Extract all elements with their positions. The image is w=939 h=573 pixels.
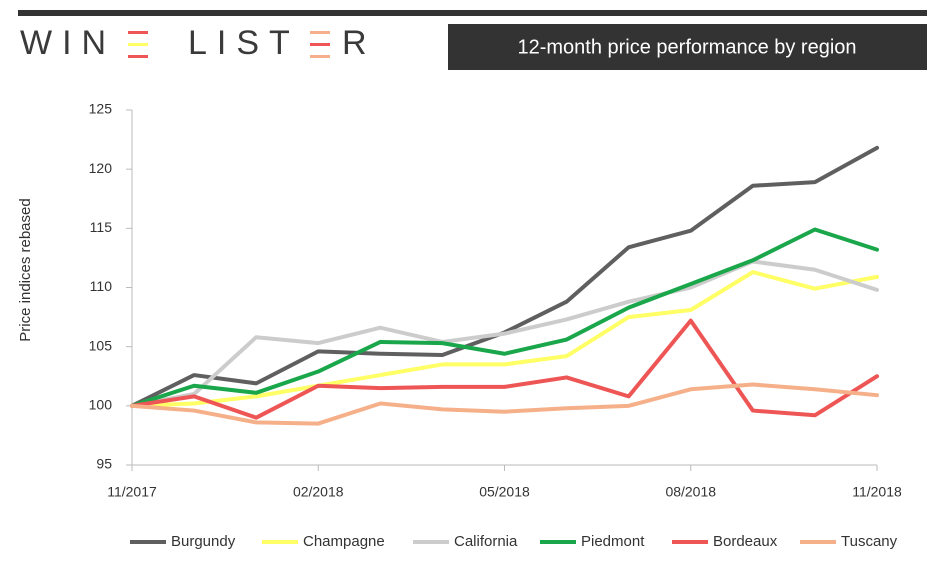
legend-label: Tuscany bbox=[841, 533, 898, 550]
logo: WIN LIST R bbox=[20, 24, 377, 62]
title-box bbox=[448, 24, 927, 70]
x-tick-label: 11/2018 bbox=[852, 484, 902, 500]
legend-label: California bbox=[454, 533, 518, 550]
x-tick-label: 11/2017 bbox=[107, 484, 157, 500]
legend-label: Champagne bbox=[303, 533, 385, 550]
brand-part: R bbox=[342, 24, 377, 62]
series-line bbox=[130, 382, 879, 426]
y-axis-label: Price indices rebased bbox=[17, 198, 34, 341]
x-tick-label: 02/2018 bbox=[293, 484, 344, 500]
y-tick-label: 125 bbox=[89, 101, 113, 117]
y-tick-label: 120 bbox=[89, 160, 113, 176]
logo-e bbox=[128, 31, 148, 58]
legend-label: Bordeaux bbox=[713, 533, 778, 550]
y-tick-label: 95 bbox=[96, 456, 112, 472]
legend-label: Piedmont bbox=[581, 533, 645, 550]
brand-part: WIN bbox=[20, 24, 116, 62]
top-bar bbox=[18, 10, 927, 16]
legend-label: Burgundy bbox=[171, 533, 236, 550]
chart-title: 12-month price performance by region bbox=[517, 36, 856, 58]
logo-e bbox=[310, 31, 330, 58]
y-tick-label: 110 bbox=[90, 278, 113, 294]
series-line bbox=[130, 227, 879, 408]
y-tick-label: 100 bbox=[89, 397, 113, 413]
series-line bbox=[130, 270, 879, 408]
brand-part: LIST bbox=[188, 24, 300, 62]
y-tick-label: 105 bbox=[89, 337, 113, 353]
x-tick-label: 05/2018 bbox=[479, 484, 530, 500]
series-line bbox=[130, 318, 879, 420]
y-tick-label: 115 bbox=[90, 219, 113, 235]
x-tick-label: 08/2018 bbox=[665, 484, 716, 500]
